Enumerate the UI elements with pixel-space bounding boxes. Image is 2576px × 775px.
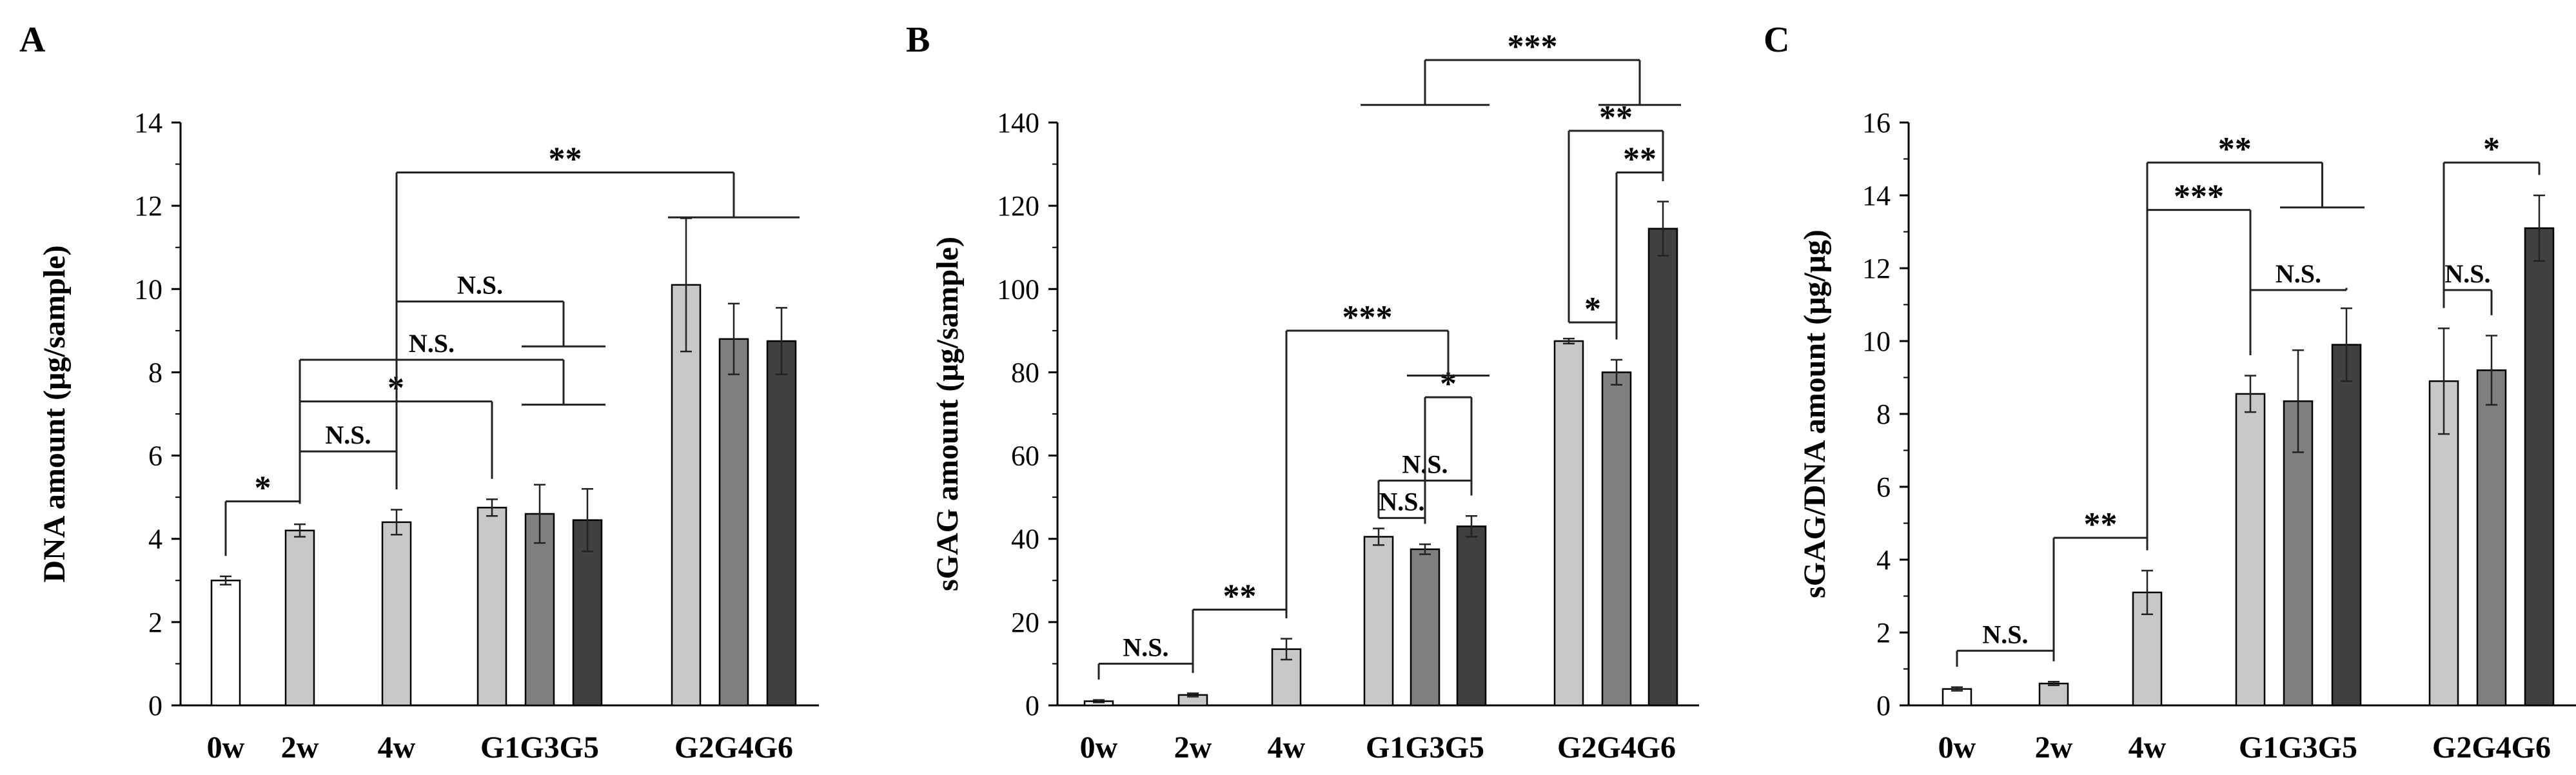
panel-c-bar-g1 (2235, 393, 2266, 707)
panel-c-significance-label: *** (2174, 179, 2224, 215)
panel-a-y-tick-label: 0 (148, 690, 162, 721)
panel-c-bar-g4 (2476, 369, 2507, 707)
panel-c-y-tick-label: 6 (1876, 471, 1891, 503)
panel-b-category-label: 4w (1268, 731, 1306, 765)
panel-b-significance-label: * (1584, 291, 1601, 328)
panel-c-significance-label: * (2483, 131, 2500, 168)
panel-b-category-label: 0w (1080, 731, 1118, 765)
panel-a-bar-2w (284, 529, 315, 707)
panel-c-bar-2w (2038, 682, 2069, 707)
panel-c-category-label: 0w (1938, 731, 1976, 765)
panel-b-significance-label: *** (1342, 299, 1393, 336)
panel-a-bar-4w (381, 521, 412, 707)
panel-a-category-label: 2w (281, 731, 319, 765)
panel-a-y-tick-label: 6 (148, 440, 162, 472)
panel-b-letter: B (906, 20, 930, 60)
panel-c-significance-label: N.S. (2444, 259, 2490, 288)
panel-c-y-tick-label: 10 (1862, 326, 1891, 357)
panel-c-category-label: G1G3G5 (2239, 731, 2357, 765)
panel-c-y-tick-label: 0 (1876, 690, 1891, 721)
panel-b-y-tick-label: 60 (1011, 440, 1039, 472)
panel-c-category-label: 2w (2035, 731, 2073, 765)
panel-b-y-tick-label: 0 (1025, 690, 1039, 721)
panel-b-y-tick-label: 80 (1011, 357, 1039, 388)
panel-c-bar-g5 (2331, 344, 2362, 707)
panel-a-y-tick-label: 10 (134, 273, 162, 305)
panel-a-y-tick-label: 12 (134, 190, 162, 222)
panel-b-y-tick-label: 120 (997, 190, 1039, 222)
panel-a-y-axis-label: DNA amount (μg/sample) (37, 245, 72, 582)
panel-c-y-tick-label: 4 (1876, 544, 1891, 576)
panel-b-bar-g5 (1456, 525, 1487, 707)
panel-a-y-tick-label: 8 (148, 357, 162, 388)
panel-c-significance-label: ** (2084, 506, 2118, 543)
panel-c-category-label: 4w (2129, 731, 2167, 765)
panel-b-y-tick-label: 20 (1011, 607, 1039, 638)
panel-a-bar-g6 (766, 340, 797, 707)
panel-a-significance-label: N.S. (457, 271, 503, 300)
panel-a-category-label: 0w (207, 731, 245, 765)
panel-a-significance-label: * (255, 470, 271, 507)
panel-b-significance-label: N.S. (1379, 487, 1424, 516)
panel-c-significance-label: N.S. (1982, 620, 2028, 649)
panel-b-y-tick-label: 100 (997, 273, 1039, 305)
panel-a-category-label: G1G3G5 (480, 731, 599, 765)
panel-a-bar-g4 (718, 338, 749, 707)
panel-a-significance-label: N.S. (325, 420, 371, 449)
panel-b-category-label: G1G3G5 (1366, 731, 1484, 765)
panel-b-bar-g2 (1553, 340, 1584, 707)
panel-c-y-tick-label: 8 (1876, 398, 1891, 430)
panel-a-category-label: 4w (378, 731, 416, 765)
panel-b-significance-label: *** (1508, 28, 1558, 65)
panel-b-significance-label: ** (1223, 578, 1257, 614)
panel-c-y-tick-label: 16 (1862, 107, 1891, 139)
panel-c-letter: C (1764, 20, 1789, 60)
panel-c-y-tick-label: 12 (1862, 253, 1891, 284)
panel-a-y-tick-label: 14 (134, 107, 162, 139)
panel-b-significance-label: ** (1623, 141, 1657, 177)
panel-c-category-label: G2G4G6 (2432, 731, 2551, 765)
panel-b-category-label: 2w (1174, 731, 1212, 765)
panel-a-bar-0w (210, 580, 241, 707)
panel-a-y-tick-label: 2 (148, 607, 162, 638)
panel-b-y-tick-label: 40 (1011, 524, 1039, 555)
panel-c-significance-label: N.S. (2276, 259, 2321, 288)
panel-a-bar-g2 (671, 284, 702, 707)
panel-a-y-tick-label: 4 (148, 524, 162, 555)
panel-c-bar-g2 (2428, 380, 2459, 707)
panel-a-category-label: G2G4G6 (674, 731, 793, 765)
panel-a-bar-g1 (477, 507, 507, 707)
panel-a-letter: A (19, 20, 46, 60)
panel-a-significance-label: N.S. (409, 329, 455, 358)
panel-c-bar-g6 (2524, 227, 2555, 707)
panel-c-significance-label: ** (2218, 131, 2252, 168)
panel-b-bar-g3 (1410, 548, 1440, 707)
panel-b-category-label: G2G4G6 (1557, 731, 1676, 765)
panel-c-y-tick-label: 2 (1876, 617, 1891, 649)
panel-b-bar-g6 (1647, 228, 1678, 707)
panel-b-bar-g4 (1601, 371, 1632, 707)
panel-b-y-axis-label: sGAG amount (μg/sample) (930, 237, 965, 591)
panel-c-y-axis-label: sGAG/DNA amount (μg/μg) (1798, 230, 1832, 598)
panel-a-bar-g3 (524, 513, 555, 707)
panel-b-bar-g1 (1363, 536, 1394, 707)
panel-b-significance-label: N.S. (1123, 633, 1168, 662)
panel-c-y-tick-label: 14 (1862, 180, 1891, 211)
panel-b-y-tick-label: 140 (997, 107, 1039, 139)
panel-a-significance-label: ** (549, 141, 582, 177)
